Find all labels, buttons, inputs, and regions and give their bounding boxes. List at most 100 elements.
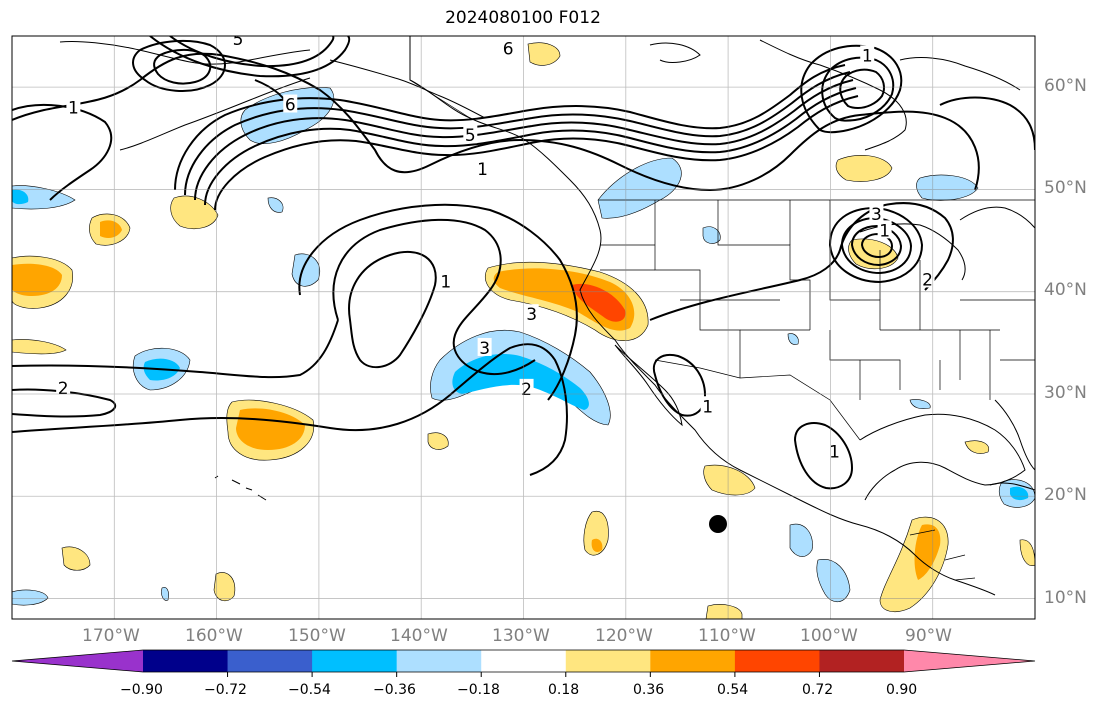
lat-label-40n: 40°N	[1044, 280, 1087, 300]
anomaly-area-east-pacific-core	[591, 538, 603, 552]
contour-mexico-loop	[793, 422, 854, 490]
contour-lines	[12, 36, 1035, 490]
anomaly-area-west-pacific-core	[12, 263, 62, 296]
anomaly-area-gulf-coast	[909, 399, 931, 410]
colorbar-segment	[143, 650, 229, 672]
colorbar-label: −0.72	[204, 682, 247, 698]
border-state-4	[600, 244, 810, 331]
anomaly-area-pac-small	[427, 432, 449, 450]
colorbar-segment	[312, 650, 398, 672]
border-us-mexico	[654, 359, 861, 441]
coastline-hudson	[759, 39, 907, 151]
colorbar-segment	[227, 650, 313, 672]
colorbar-label: 0.18	[548, 682, 580, 698]
colorbar-segment	[481, 650, 567, 672]
anomaly-area-pac-mid	[291, 253, 320, 287]
contour-label-background	[463, 125, 478, 144]
anomaly-area-baja-south	[789, 523, 813, 557]
contour-label: 5	[465, 126, 476, 146]
contour-label: 1	[829, 442, 840, 462]
contour-label: 2	[58, 379, 69, 399]
contour-label-background	[475, 158, 490, 177]
anomaly-area-alaska-north	[527, 42, 561, 66]
anomaly-area-gulf	[964, 440, 990, 454]
coastline-aleutians	[119, 77, 311, 151]
contour-jet-4	[204, 87, 857, 206]
anomaly-area-canada	[916, 174, 979, 201]
anomaly-area-nm	[787, 333, 799, 345]
lon-label-130w: 130°W	[492, 626, 550, 646]
anomaly-area-south-center	[705, 604, 743, 619]
map-frame	[11, 35, 1036, 620]
contour-label-background	[438, 271, 453, 290]
contour-label: 6	[285, 96, 296, 116]
contour-alaska-north-2	[169, 36, 335, 68]
map-title: 2024080100 F012	[445, 8, 601, 28]
contour-low-great-lakes-1	[828, 206, 924, 284]
lon-label-170w: 170°W	[82, 626, 140, 646]
colorbar-segment	[819, 650, 905, 672]
border-state-2	[717, 200, 811, 330]
contour-label: 1	[440, 272, 451, 292]
contour-label: 6	[503, 39, 514, 59]
coastline-baja	[614, 344, 683, 427]
contour-label-background	[231, 36, 246, 48]
anomaly-area-pac-tiny	[161, 587, 169, 601]
lat-label-30n: 30°N	[1044, 383, 1087, 403]
contour-label: 3	[526, 305, 537, 325]
contour-label: 3	[479, 339, 490, 359]
lon-label-160w: 160°W	[185, 626, 243, 646]
contour-low-great-lakes-4	[860, 232, 894, 259]
contour-alaska-low-1	[132, 39, 226, 92]
anomaly-area-sw-corner	[12, 589, 49, 606]
coastline-queen-charlotte	[649, 42, 701, 63]
anomaly-area-subtropic-strip	[12, 339, 67, 355]
contour-jet-2	[184, 71, 851, 196]
colorbar-segment	[734, 650, 820, 672]
coastline-northeast	[959, 206, 1035, 229]
contour-label-background	[700, 396, 715, 415]
colorbar-extend-low	[12, 650, 143, 672]
anomaly-area-west-edge-core	[12, 189, 29, 205]
contour-label: 5	[233, 30, 244, 50]
contour-label: 2	[521, 380, 532, 400]
anomaly-area-central-america-core	[914, 524, 941, 580]
lat-label-60n: 60°N	[1044, 76, 1087, 96]
political-borders	[409, 36, 1035, 581]
anomaly-area-great-plains	[702, 226, 721, 244]
lat-label-50n: 50°N	[1044, 178, 1087, 198]
contour-label-background	[920, 269, 935, 288]
lon-label-150w: 150°W	[288, 626, 346, 646]
anomaly-area-east-edge	[1019, 539, 1035, 566]
lat-label-10n: 10°N	[1044, 588, 1087, 608]
colorbar-label: 0.36	[633, 682, 665, 698]
contour-label: 3	[871, 205, 882, 225]
positive-anomaly-shading	[12, 42, 1035, 619]
contour-label-background	[524, 304, 539, 323]
colorbar-outline	[11, 649, 1036, 673]
lon-label-110w: 110°W	[698, 626, 756, 646]
contour-label-background	[66, 97, 81, 116]
anomaly-area-mexico-coast	[703, 464, 756, 496]
anomaly-area-east-pacific	[583, 510, 609, 556]
contour-label-background	[56, 377, 71, 396]
contour-3-loop	[348, 250, 437, 369]
contour-2-south	[12, 343, 568, 476]
colorbar	[11, 649, 1036, 677]
border-alaska-canada	[409, 36, 471, 119]
contour-label-background	[877, 220, 892, 239]
anomaly-area-caribbean-core	[1010, 486, 1029, 501]
colorbar-segment	[396, 650, 482, 672]
coastline-florida	[994, 399, 1035, 471]
contour-label-background	[477, 337, 492, 356]
contour-label: 1	[477, 160, 488, 180]
coastline-north-america-west	[409, 36, 996, 596]
contour-2-central	[12, 319, 339, 379]
anomaly-area-west-coast-core	[493, 268, 635, 331]
contour-north-east	[939, 96, 1035, 151]
contour-jet-1	[174, 64, 846, 191]
contour-label-background	[827, 441, 842, 460]
contour-label-background	[860, 45, 875, 64]
